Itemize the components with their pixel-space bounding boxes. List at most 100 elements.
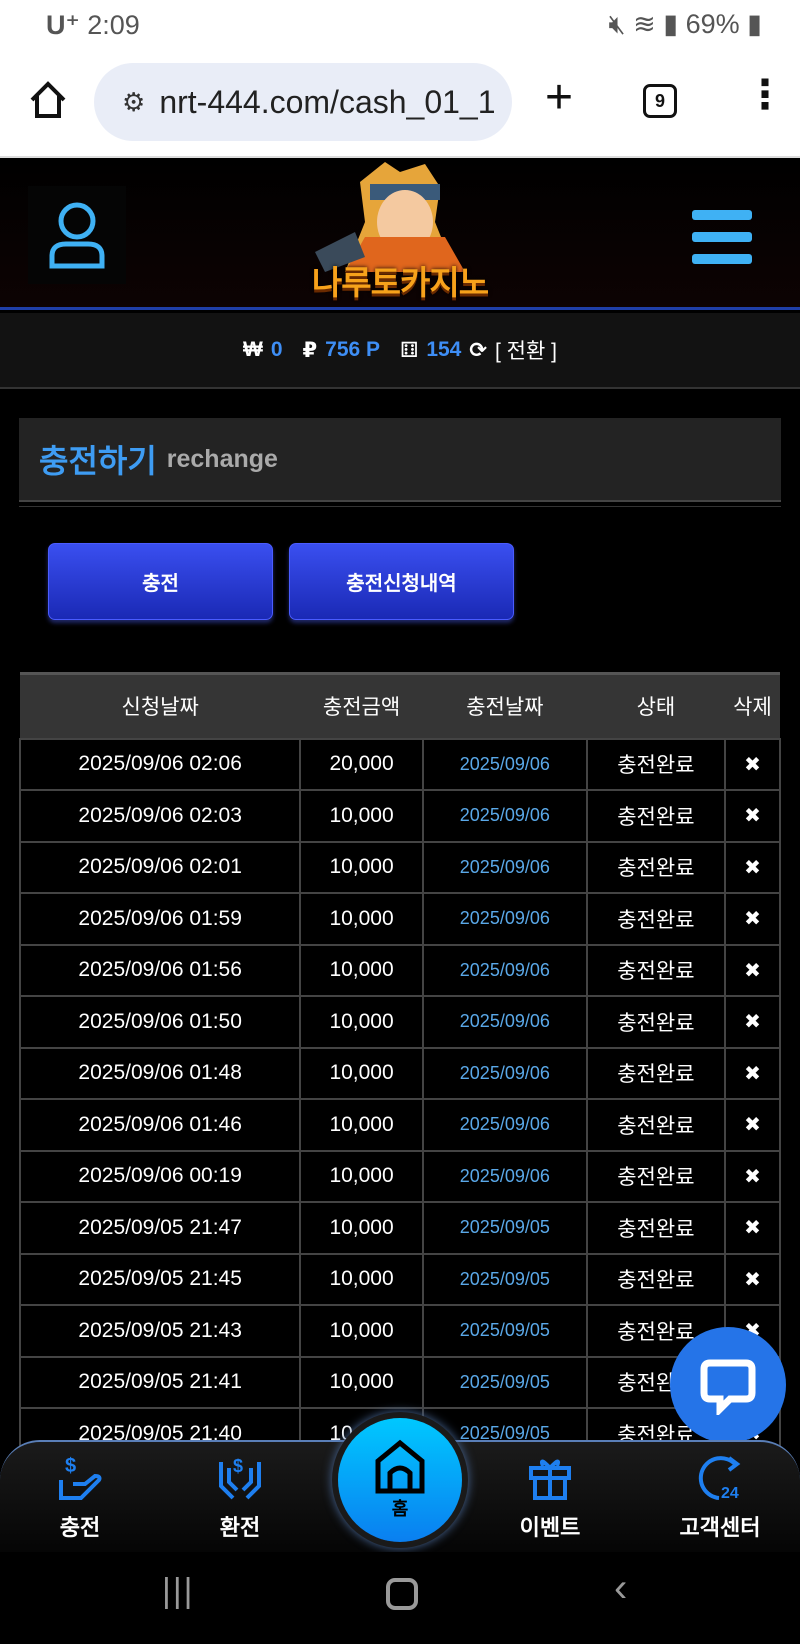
hamburger-menu-icon[interactable] bbox=[692, 210, 752, 276]
charge-button[interactable]: 충전 bbox=[48, 543, 273, 620]
delete-button[interactable]: ✖ bbox=[723, 789, 782, 843]
site-logo[interactable]: 나루토카지노 bbox=[305, 162, 495, 306]
status: 충전완료 bbox=[585, 892, 726, 946]
won-icon: ₩ bbox=[243, 338, 263, 361]
column-header: 충전금액 bbox=[300, 672, 423, 739]
amount: 10,000 bbox=[299, 840, 424, 894]
table-row: 2025/09/06 00:19 10,000 2025/09/06 충전완료 ✖ bbox=[18, 1149, 782, 1203]
new-tab-icon[interactable]: + bbox=[545, 71, 574, 124]
site-header: 나루토카지노 bbox=[0, 158, 800, 310]
column-header: 신청날짜 bbox=[20, 672, 301, 739]
page-title-english: rechange bbox=[166, 444, 278, 473]
tab-count: 9 bbox=[654, 90, 665, 111]
status-bar: U⁺ 2:09 🔇︎ ≋ ▮ 69% ▮ bbox=[0, 0, 800, 50]
charge-history-button[interactable]: 충전신청내역 bbox=[289, 543, 514, 620]
signal-icon: ▮ bbox=[663, 9, 679, 39]
request-date: 2025/09/05 21:47 bbox=[18, 1201, 302, 1255]
gift-icon bbox=[529, 1459, 571, 1500]
charge-date: 2025/09/06 bbox=[421, 789, 588, 843]
recent-apps-icon[interactable]: ||| bbox=[162, 1572, 195, 1610]
table-row: 2025/09/06 02:03 10,000 2025/09/06 충전완료 ✖ bbox=[18, 789, 782, 843]
nav-event[interactable]: 이벤트 bbox=[490, 1452, 610, 1542]
address-bar[interactable]: ⚙︎ nrt-444.com/cash_01_1 bbox=[94, 63, 512, 141]
exchange-icon: $ bbox=[219, 1456, 261, 1500]
charge-date: 2025/09/06 bbox=[421, 892, 588, 946]
status: 충전완료 bbox=[585, 943, 726, 997]
tab-switcher-button[interactable]: 9 bbox=[643, 84, 677, 118]
clock: 2:09 bbox=[87, 9, 140, 40]
nav-exchange[interactable]: $ 환전 bbox=[180, 1452, 300, 1542]
delete-button[interactable]: ✖ bbox=[723, 840, 782, 894]
charge-date: 2025/09/06 bbox=[421, 943, 588, 997]
delete-button[interactable]: ✖ bbox=[723, 1149, 782, 1203]
refresh-icon[interactable]: ⟳ bbox=[469, 338, 487, 362]
nav-support[interactable]: 24 고객센터 bbox=[660, 1452, 780, 1542]
carrier: U⁺ bbox=[46, 9, 80, 40]
status: 충전완료 bbox=[585, 840, 726, 894]
home-icon[interactable] bbox=[28, 80, 68, 120]
request-date: 2025/09/06 01:59 bbox=[18, 892, 302, 946]
back-icon[interactable]: ‹ bbox=[614, 1566, 628, 1610]
point-icon: ₽ bbox=[302, 338, 318, 362]
logo-text: 나루토카지노 bbox=[311, 264, 489, 301]
delete-button[interactable]: ✖ bbox=[723, 1201, 782, 1255]
request-date: 2025/09/06 00:19 bbox=[18, 1149, 302, 1203]
amount: 10,000 bbox=[299, 1098, 424, 1152]
amount: 10,000 bbox=[299, 1046, 424, 1100]
column-header: 충전날짜 bbox=[422, 672, 587, 739]
delete-button[interactable]: ✖ bbox=[723, 1046, 782, 1100]
delete-button[interactable]: ✖ bbox=[723, 1098, 782, 1152]
charge-date: 2025/09/06 bbox=[421, 995, 588, 1049]
support-24-icon: 24 bbox=[698, 1456, 741, 1502]
convert-link[interactable]: [ 전환 ] bbox=[494, 340, 557, 363]
site-settings-icon[interactable]: ⚙︎ bbox=[122, 86, 146, 117]
table-row: 2025/09/06 02:01 10,000 2025/09/06 충전완료 ✖ bbox=[18, 840, 782, 894]
nav-event-label: 이벤트 bbox=[519, 1515, 581, 1540]
charge-history-table: 신청날짜 충전금액 충전날짜 상태 삭제 2025/09/06 02:06 20,000 2… bbox=[18, 672, 782, 1461]
amount: 10,000 bbox=[299, 943, 424, 997]
column-header: 삭제 bbox=[724, 672, 780, 739]
more-menu-icon[interactable]: ⋮ bbox=[745, 73, 785, 117]
nav-home[interactable]: 홈 bbox=[338, 1418, 462, 1542]
dice-icon: ⚅ bbox=[400, 338, 419, 362]
delete-button[interactable]: ✖ bbox=[723, 737, 782, 791]
user-button[interactable] bbox=[28, 186, 126, 284]
svg-text:$: $ bbox=[233, 1456, 243, 1476]
delete-button[interactable]: ✖ bbox=[723, 943, 782, 997]
request-date: 2025/09/05 21:43 bbox=[18, 1304, 302, 1358]
table-row: 2025/09/06 01:56 10,000 2025/09/06 충전완료 ✖ bbox=[18, 943, 782, 997]
wifi-icon: ≋ bbox=[633, 9, 656, 39]
nav-exchange-label: 환전 bbox=[219, 1515, 261, 1540]
status: 충전완료 bbox=[585, 789, 726, 843]
charge-date: 2025/09/06 bbox=[421, 1149, 588, 1203]
status: 충전완료 bbox=[585, 1046, 726, 1100]
live-chat-button[interactable] bbox=[670, 1327, 786, 1443]
request-date: 2025/09/06 02:06 bbox=[18, 737, 302, 791]
nav-charge-label: 충전 bbox=[59, 1515, 101, 1540]
request-date: 2025/09/06 01:48 bbox=[18, 1046, 302, 1100]
table-row: 2025/09/06 01:59 10,000 2025/09/06 충전완료 ✖ bbox=[18, 892, 782, 946]
delete-button[interactable]: ✖ bbox=[723, 995, 782, 1049]
point-balance: 756 P bbox=[325, 338, 381, 361]
svg-text:24: 24 bbox=[721, 1485, 739, 1502]
charge-date: 2025/09/06 bbox=[421, 840, 588, 894]
table-row: 2025/09/06 02:06 20,000 2025/09/06 충전완료 ✖ bbox=[18, 737, 782, 791]
home-button-icon[interactable] bbox=[386, 1578, 418, 1610]
url-text: nrt-444.com/cash_01_1 bbox=[159, 83, 496, 120]
request-date: 2025/09/06 01:46 bbox=[18, 1098, 302, 1152]
status: 충전완료 bbox=[585, 1098, 726, 1152]
table-header: 신청날짜 충전금액 충전날짜 상태 삭제 bbox=[20, 672, 780, 739]
nav-support-label: 고객센터 bbox=[679, 1515, 761, 1540]
charge-date: 2025/09/06 bbox=[421, 1098, 588, 1152]
charge-date: 2025/09/05 bbox=[421, 1252, 588, 1306]
mascot-image bbox=[315, 162, 465, 272]
amount: 10,000 bbox=[299, 1252, 424, 1306]
nav-home-label: 홈 bbox=[391, 1499, 409, 1519]
delete-button[interactable]: ✖ bbox=[723, 1252, 782, 1306]
delete-button[interactable]: ✖ bbox=[723, 892, 782, 946]
request-date: 2025/09/06 02:01 bbox=[18, 840, 302, 894]
page-title: 충전하기 rechange bbox=[19, 418, 781, 502]
request-date: 2025/09/06 01:56 bbox=[18, 943, 302, 997]
nav-charge[interactable]: $ 충전 bbox=[20, 1452, 140, 1542]
